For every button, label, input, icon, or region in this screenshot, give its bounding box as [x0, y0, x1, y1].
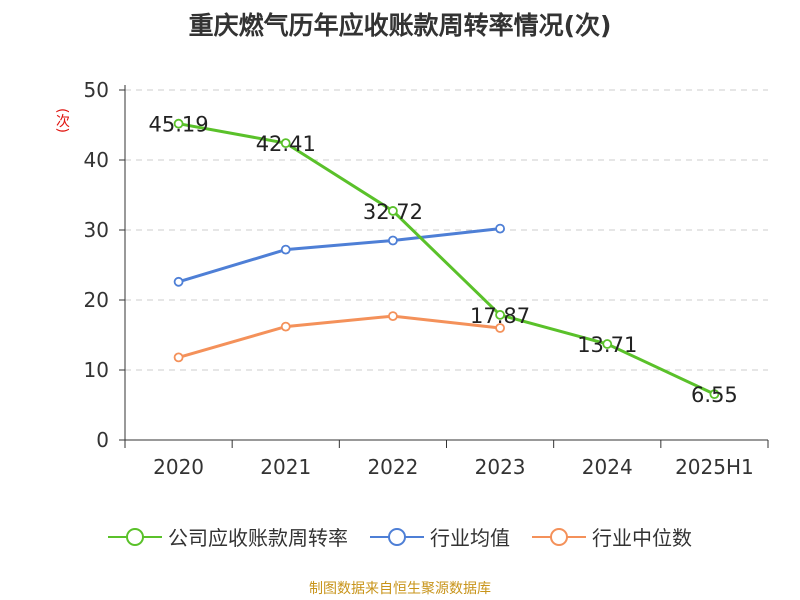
- data-point: [388, 206, 398, 216]
- data-label: 32.72: [363, 200, 423, 224]
- series-line: [178, 122, 716, 396]
- x-tick-label: 2024: [582, 455, 633, 479]
- x-tick-label: 2022: [367, 455, 418, 479]
- legend-label-company: 公司应收账款周转率: [168, 526, 348, 550]
- legend: 公司应收账款周转率 行业均值 行业中位数: [0, 522, 800, 551]
- series-line: [178, 314, 501, 359]
- data-label: 13.71: [577, 333, 637, 357]
- data-point: [495, 223, 505, 234]
- data-point: [280, 138, 291, 149]
- legend-label-industry-median: 行业中位数: [592, 526, 692, 550]
- legend-item-industry-median[interactable]: 行业中位数: [532, 522, 692, 551]
- x-tick-label: 2020: [153, 455, 204, 479]
- data-label: 17.87: [470, 304, 530, 328]
- data-point: [280, 244, 291, 255]
- data-point: [602, 339, 613, 349]
- data-point: [709, 389, 720, 400]
- series-line: [178, 227, 501, 284]
- data-point: [495, 310, 505, 320]
- x-tick-label: 2021: [260, 455, 311, 479]
- data-point: [173, 276, 184, 287]
- legend-line-circle-icon: [370, 527, 424, 546]
- data-point: [388, 235, 398, 246]
- data-label: 42.41: [256, 132, 316, 156]
- y-tick-label: 40: [84, 148, 109, 172]
- legend-line-circle-icon: [532, 527, 586, 546]
- data-label: 45.19: [149, 113, 209, 137]
- legend-label-industry-mean: 行业均值: [430, 526, 510, 550]
- y-tick-label: 0: [96, 428, 109, 452]
- chart-title: 重庆燃气历年应收账款周转率情况(次): [188, 11, 612, 40]
- y-axis-label: (次): [54, 108, 70, 133]
- data-point: [495, 323, 505, 333]
- x-tick-label: 2025H1: [675, 455, 754, 479]
- x-tick-label: 2023: [475, 455, 526, 479]
- legend-line-circle-icon: [108, 527, 162, 546]
- y-tick-label: 50: [84, 78, 109, 102]
- data-point: [280, 321, 291, 332]
- data-point: [388, 311, 398, 322]
- y-tick-label: 20: [84, 288, 109, 312]
- data-point: [173, 118, 184, 129]
- source-note: 制图数据来自恒生聚源数据库: [309, 581, 491, 597]
- legend-item-company[interactable]: 公司应收账款周转率: [108, 522, 348, 551]
- y-tick-label: 10: [84, 358, 109, 382]
- y-tick-label: 30: [84, 218, 109, 242]
- legend-item-industry-mean[interactable]: 行业均值: [370, 522, 510, 551]
- data-point: [173, 352, 184, 363]
- data-label: 6.55: [691, 383, 738, 407]
